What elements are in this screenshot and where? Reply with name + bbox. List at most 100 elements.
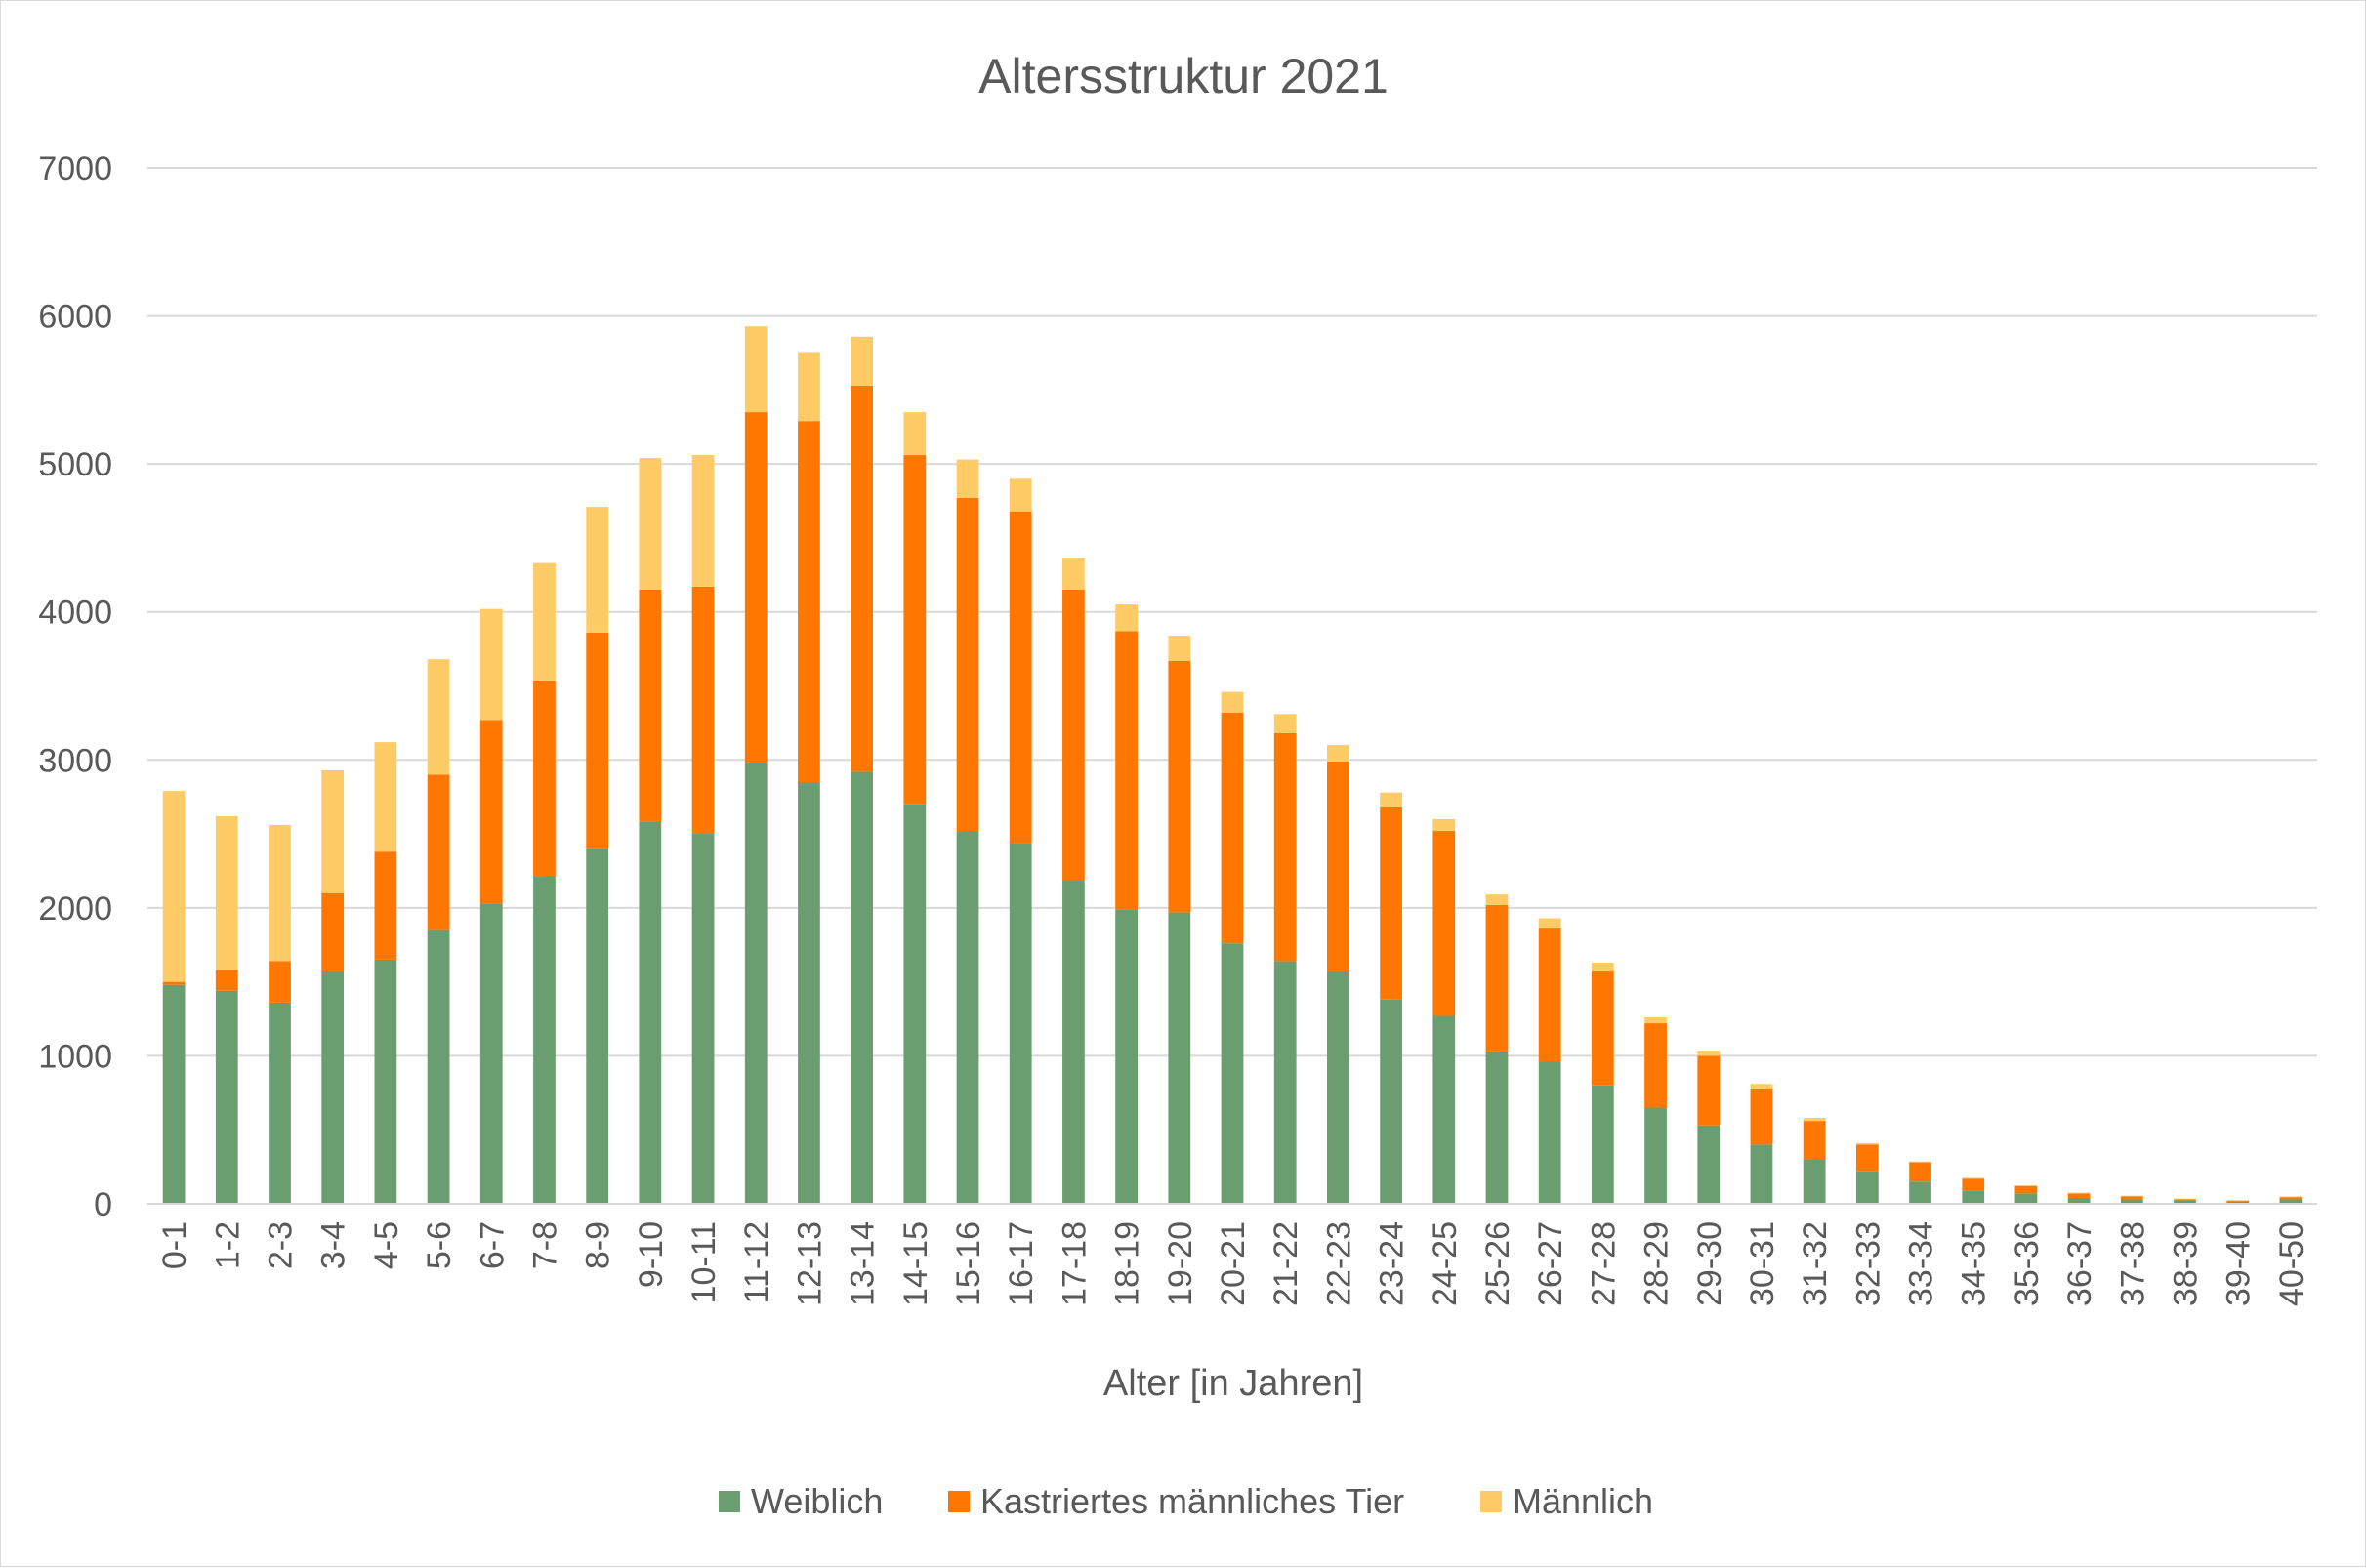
bar-segment: [1538, 928, 1561, 1062]
x-tick-label: 9-10: [633, 1221, 670, 1288]
bar-segment: [903, 804, 927, 1204]
bar-segment: [1062, 558, 1085, 590]
bar-layer: [162, 326, 2303, 1204]
bar-segment: [321, 971, 345, 1204]
bar-segment: [744, 326, 768, 413]
x-tick-label: 18-19: [1109, 1221, 1146, 1306]
bar-segment: [1855, 1171, 1879, 1204]
bar-segment: [1115, 909, 1138, 1204]
bar-segment: [269, 824, 291, 962]
bar-segment: [1485, 904, 1509, 1052]
x-tick-label: 39-40: [2221, 1221, 2258, 1306]
bar-segment: [2226, 1200, 2250, 1201]
bar-segment: [1485, 894, 1509, 905]
bar-segment: [2226, 1200, 2250, 1202]
x-tick-label: 11-12: [738, 1221, 775, 1303]
bar-segment: [744, 763, 768, 1204]
bar-segment: [1538, 918, 1561, 929]
x-tick-label: 12-13: [791, 1221, 828, 1306]
bar-segment: [1327, 971, 1349, 1204]
bar-segment: [269, 1002, 291, 1204]
bar-segment: [2120, 1199, 2143, 1204]
y-tick-label: 4000: [38, 595, 112, 632]
bar-segment: [1168, 912, 1191, 1204]
bar-segment: [586, 507, 609, 633]
x-tick-label: 36-37: [2061, 1221, 2098, 1306]
bar-segment: [1962, 1190, 1985, 1204]
bar-segment: [586, 848, 609, 1204]
bar-segment: [1591, 1085, 1614, 1204]
x-tick-label: 6-7: [474, 1221, 511, 1269]
x-tick-label: 22-23: [1320, 1221, 1357, 1306]
bar-segment: [903, 412, 927, 456]
bar-segment: [1115, 631, 1138, 910]
bar-segment: [427, 659, 450, 775]
bar-segment: [427, 774, 450, 930]
x-tick-label: 2-3: [262, 1221, 299, 1269]
bar-segment: [2226, 1201, 2250, 1204]
bar-segment: [1115, 604, 1138, 632]
bar-segment: [1962, 1178, 1985, 1191]
bar-segment: [427, 929, 450, 1204]
bar-segment: [1221, 691, 1244, 713]
bar-segment: [374, 851, 397, 960]
bar-segment: [533, 681, 556, 878]
x-tick-label: 19-20: [1162, 1221, 1199, 1306]
bar-segment: [1380, 792, 1402, 807]
y-tick-label: 7000: [38, 150, 112, 187]
bar-segment: [2014, 1185, 2038, 1186]
x-axis-title: Alter [in Jahren]: [1103, 1363, 1363, 1404]
bar-segment: [691, 455, 715, 587]
bar-segment: [1803, 1121, 1826, 1160]
x-tick-label: 16-17: [1003, 1221, 1040, 1306]
bar-segment: [162, 984, 186, 1204]
x-tick-label: 15-16: [950, 1221, 987, 1306]
x-tick-label: 10-11: [685, 1221, 723, 1303]
x-tick-label: 33-34: [1903, 1221, 1940, 1306]
x-tick-label: 29-30: [1691, 1221, 1728, 1306]
x-tick-label: 37-38: [2114, 1221, 2151, 1306]
bar-segment: [1803, 1159, 1826, 1204]
bar-segment: [1644, 1023, 1667, 1108]
x-tick-label: 25-26: [1479, 1221, 1516, 1306]
bar-segment: [851, 336, 874, 386]
x-tick-label: 0-1: [156, 1221, 193, 1269]
bar-segment: [479, 720, 503, 904]
bar-segment: [2067, 1192, 2091, 1194]
bar-segment: [1538, 1061, 1561, 1204]
bar-segment: [586, 632, 609, 849]
bar-segment: [1750, 1144, 1773, 1204]
x-tick-label: 32-33: [1849, 1221, 1887, 1306]
bar-segment: [374, 959, 397, 1204]
x-tick-label: 34-35: [1956, 1221, 1993, 1306]
x-tick-label: 4-5: [368, 1221, 405, 1269]
bar-segment: [639, 458, 662, 590]
bar-segment: [691, 586, 715, 835]
bar-segment: [956, 459, 979, 499]
bar-segment: [215, 990, 238, 1204]
x-tick-label: 35-36: [2009, 1221, 2046, 1306]
x-tick-label: 7-8: [526, 1221, 563, 1269]
bar-segment: [1855, 1142, 1879, 1145]
bar-segment: [1855, 1144, 1879, 1172]
bar-segment: [2279, 1196, 2303, 1198]
bar-segment: [639, 821, 662, 1204]
bar-segment: [1009, 511, 1032, 844]
y-tick-label: 5000: [38, 446, 112, 483]
bar-segment: [1009, 843, 1032, 1204]
x-tick-label: 20-21: [1215, 1221, 1252, 1306]
bar-segment: [162, 791, 186, 982]
chart-title: Altersstruktur 2021: [978, 49, 1389, 103]
x-axis: 0-1 1-2 2-3 3-4 4-5 5-6 6-7 7-8 8-9 9-10 10-11 11-1…: [156, 1221, 2310, 1306]
x-tick-label: 13-14: [845, 1221, 882, 1306]
bar-segment: [851, 771, 874, 1204]
bar-segment: [798, 782, 820, 1204]
x-tick-label: 40-50: [2273, 1221, 2310, 1306]
legend: Weiblich Kastriertes männliches Tier Männl…: [719, 1481, 1653, 1521]
bar-segment: [1327, 745, 1349, 762]
bar-segment: [533, 877, 556, 1204]
bar-segment: [374, 742, 397, 852]
x-tick-label: 28-29: [1639, 1221, 1676, 1306]
bar-segment: [1273, 714, 1297, 734]
